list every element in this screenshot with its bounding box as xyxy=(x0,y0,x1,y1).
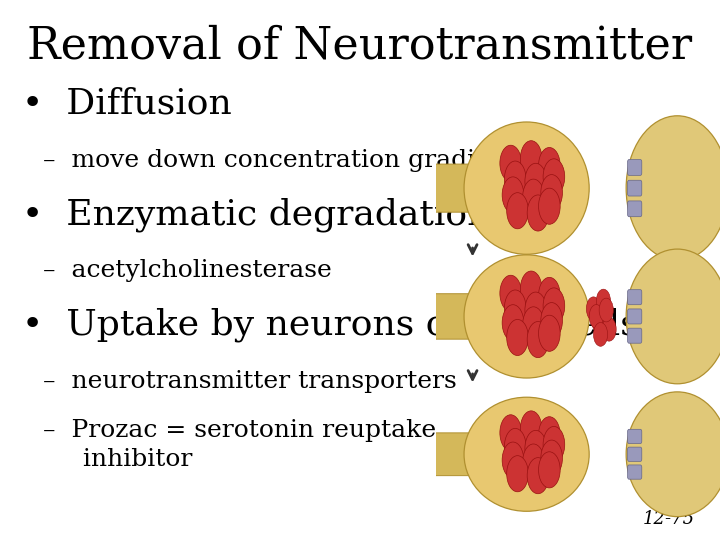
Circle shape xyxy=(592,310,606,334)
Circle shape xyxy=(500,145,521,181)
Text: –  Prozac = serotonin reuptake
     inhibitor: – Prozac = serotonin reuptake inhibitor xyxy=(43,418,436,471)
FancyBboxPatch shape xyxy=(628,328,642,343)
Circle shape xyxy=(539,188,560,224)
Circle shape xyxy=(543,288,564,324)
Ellipse shape xyxy=(464,255,589,378)
Text: •  Diffusion: • Diffusion xyxy=(22,86,231,120)
Circle shape xyxy=(596,289,611,313)
Circle shape xyxy=(521,411,542,447)
Circle shape xyxy=(541,174,562,211)
Circle shape xyxy=(539,452,560,488)
Ellipse shape xyxy=(464,122,589,254)
FancyBboxPatch shape xyxy=(628,309,642,324)
FancyBboxPatch shape xyxy=(433,164,490,212)
FancyBboxPatch shape xyxy=(628,289,642,305)
Text: –  acetylcholinesterase: – acetylcholinesterase xyxy=(43,259,332,282)
Text: 12-75: 12-75 xyxy=(643,510,695,528)
Circle shape xyxy=(541,302,562,339)
Circle shape xyxy=(599,298,613,322)
Circle shape xyxy=(505,161,526,197)
Text: –  move down concentration gradient: – move down concentration gradient xyxy=(43,148,516,172)
FancyBboxPatch shape xyxy=(628,447,642,461)
Circle shape xyxy=(521,141,542,177)
Ellipse shape xyxy=(464,397,589,511)
Circle shape xyxy=(502,305,523,341)
Circle shape xyxy=(539,278,560,313)
Circle shape xyxy=(523,307,544,343)
Ellipse shape xyxy=(626,249,720,384)
Circle shape xyxy=(527,457,549,494)
Circle shape xyxy=(505,428,526,464)
FancyBboxPatch shape xyxy=(628,180,642,196)
Text: •  Enzymatic degradation: • Enzymatic degradation xyxy=(22,197,490,232)
FancyBboxPatch shape xyxy=(433,433,490,476)
Circle shape xyxy=(502,442,523,478)
Circle shape xyxy=(539,315,560,352)
Circle shape xyxy=(527,321,549,357)
Circle shape xyxy=(500,275,521,312)
Ellipse shape xyxy=(626,116,720,260)
Ellipse shape xyxy=(626,392,720,517)
FancyBboxPatch shape xyxy=(628,160,642,176)
Circle shape xyxy=(523,179,544,215)
Circle shape xyxy=(502,177,523,213)
Circle shape xyxy=(541,440,562,476)
Circle shape xyxy=(539,147,560,184)
Text: •  Uptake by neurons or glia cells: • Uptake by neurons or glia cells xyxy=(22,308,639,342)
Circle shape xyxy=(507,456,528,492)
Circle shape xyxy=(543,427,564,463)
Circle shape xyxy=(543,159,564,195)
Circle shape xyxy=(505,290,526,326)
Circle shape xyxy=(525,292,546,328)
Circle shape xyxy=(589,305,603,328)
Circle shape xyxy=(586,297,600,321)
Circle shape xyxy=(602,318,616,341)
FancyBboxPatch shape xyxy=(628,201,642,217)
Circle shape xyxy=(523,444,544,480)
FancyBboxPatch shape xyxy=(433,294,490,339)
Circle shape xyxy=(521,271,542,307)
FancyBboxPatch shape xyxy=(628,465,642,479)
Circle shape xyxy=(593,322,608,346)
Circle shape xyxy=(527,195,549,231)
Text: Removal of Neurotransmitter: Removal of Neurotransmitter xyxy=(27,24,693,68)
Circle shape xyxy=(539,417,560,453)
FancyBboxPatch shape xyxy=(628,429,642,443)
Circle shape xyxy=(525,430,546,467)
Circle shape xyxy=(507,193,528,229)
Circle shape xyxy=(500,415,521,451)
Circle shape xyxy=(507,320,528,355)
Text: –  neurotransmitter transporters: – neurotransmitter transporters xyxy=(43,370,457,393)
Circle shape xyxy=(525,163,546,199)
